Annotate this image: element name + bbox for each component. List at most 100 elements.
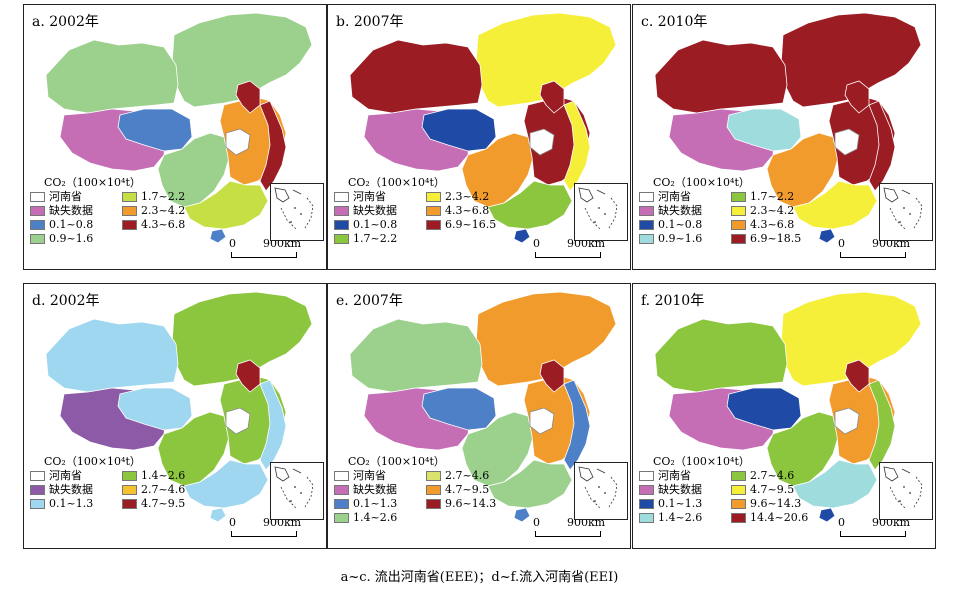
scale-line	[840, 252, 906, 258]
legend-swatch	[639, 206, 654, 216]
region-north	[475, 291, 617, 387]
region-south	[487, 180, 573, 230]
legend-item: 缺失数据	[639, 205, 727, 217]
legend: CO₂（100×10⁴t） 河南省 2.7~4.6 缺失数据 4.7~9.5 0.1~1.…	[334, 456, 516, 524]
legend-item: 4.3~6.8	[122, 219, 212, 231]
region-coast	[563, 100, 591, 192]
legend-item: 4.7~9.5	[731, 484, 821, 496]
legend-item: 河南省	[334, 470, 422, 482]
legend-swatch	[122, 471, 137, 481]
legend-item: 缺失数据	[334, 484, 422, 496]
region-south	[487, 459, 573, 509]
legend-item: 缺失数据	[639, 484, 727, 496]
legend-label: 4.3~6.8	[750, 218, 795, 231]
region-hainan	[209, 228, 227, 244]
legend-label: 9.6~14.3	[750, 497, 802, 510]
legend-label: 河南省	[658, 190, 691, 203]
legend-item: 14.4~20.6	[731, 512, 821, 524]
legend-label: 0.1~0.8	[49, 218, 94, 231]
legend-label: 2.3~4.2	[141, 204, 186, 217]
legend-item: 6.9~16.5	[426, 219, 516, 231]
legend-label: 1.7~2.2	[353, 232, 398, 245]
map-panel-4: d. 2002年 CO₂（100×10⁴t） 河南省 1.4~2.6 缺失数据 2.7~4…	[23, 283, 327, 549]
legend-item: 9.6~14.3	[426, 498, 516, 510]
legend-item: 6.9~18.5	[731, 233, 821, 245]
legend: CO₂（100×10⁴t） 河南省 2.3~4.2 缺失数据 4.3~6.8 0.1~0.…	[334, 177, 516, 245]
legend-item: 4.7~9.5	[426, 484, 516, 496]
region-west	[654, 318, 788, 393]
scale-line	[840, 531, 906, 537]
legend-swatch	[731, 206, 746, 216]
south-china-sea-inset	[879, 183, 933, 241]
legend-item: 0.1~1.3	[334, 498, 422, 510]
region-henan	[834, 407, 860, 435]
region-west	[654, 39, 788, 114]
panel-title: e. 2007年	[336, 293, 403, 309]
legend-swatch	[731, 485, 746, 495]
legend-swatch	[639, 220, 654, 230]
legend-label: 1.7~2.2	[750, 190, 795, 203]
legend-item: 1.7~2.2	[334, 233, 422, 245]
legend-label: 0.1~0.8	[353, 218, 398, 231]
legend-item: 4.3~6.8	[731, 219, 821, 231]
legend-swatch	[334, 220, 349, 230]
legend-label: 4.3~6.8	[141, 218, 186, 231]
legend-swatch	[731, 220, 746, 230]
legend-label: 河南省	[353, 190, 386, 203]
legend-title: CO₂（100×10⁴t）	[44, 455, 141, 468]
legend-item: 1.4~2.6	[639, 512, 727, 524]
legend-label: 0.1~1.3	[49, 497, 94, 510]
legend-item: 1.4~2.6	[334, 512, 422, 524]
legend-label: 河南省	[49, 469, 82, 482]
legend-label: 1.4~2.6	[141, 469, 186, 482]
legend-swatch	[639, 513, 654, 523]
legend-item: 0.1~1.3	[639, 498, 727, 510]
legend-item: 0.1~0.8	[334, 219, 422, 231]
region-coast	[868, 379, 896, 471]
legend-title: CO₂（100×10⁴t）	[653, 176, 750, 189]
region-beijing	[844, 80, 870, 114]
inset-map	[883, 466, 923, 510]
legend-label: 4.7~9.5	[750, 483, 795, 496]
legend-swatch	[731, 513, 746, 523]
south-china-sea-inset	[574, 462, 628, 520]
south-china-sea-inset	[270, 183, 324, 241]
region-beijing	[844, 359, 870, 393]
legend-label: 4.3~6.8	[445, 204, 490, 217]
legend-swatch	[731, 192, 746, 202]
legend-label: 缺失数据	[353, 204, 397, 217]
legend-swatch	[30, 499, 45, 509]
legend-title: CO₂（100×10⁴t）	[348, 176, 445, 189]
region-hainan	[209, 507, 227, 523]
region-west	[45, 318, 179, 393]
region-hainan	[513, 228, 531, 244]
legend-label: 1.7~2.2	[141, 190, 186, 203]
legend-swatch	[731, 499, 746, 509]
map-panel-2: b. 2007年 CO₂（100×10⁴t） 河南省 2.3~4.2 缺失数据 4.3~6…	[327, 4, 631, 270]
map-panel-1: a. 2002年 CO₂（100×10⁴t） 河南省 1.7~2.2 缺失数据 2.3~4…	[23, 4, 327, 270]
china-map	[349, 291, 617, 523]
legend-swatch	[639, 499, 654, 509]
legend-title: CO₂（100×10⁴t）	[44, 176, 141, 189]
legend-label: 0.9~1.6	[49, 232, 94, 245]
legend-swatch	[639, 192, 654, 202]
region-center	[766, 132, 840, 208]
region-coast	[868, 100, 896, 192]
legend-item: 河南省	[30, 191, 118, 203]
legend-item: 缺失数据	[30, 484, 118, 496]
legend-item: 河南省	[639, 191, 727, 203]
legend-swatch	[426, 471, 441, 481]
inset-map	[274, 187, 314, 231]
legend-label: 0.1~0.8	[658, 218, 703, 231]
region-henan	[529, 128, 555, 156]
legend: CO₂（100×10⁴t） 河南省 1.7~2.2 缺失数据 2.3~4.2 0.1~0.…	[639, 177, 821, 245]
region-henan	[834, 128, 860, 156]
legend-swatch	[334, 485, 349, 495]
legend-label: 1.4~2.6	[658, 511, 703, 524]
legend-item: 河南省	[30, 470, 118, 482]
legend-item: 0.9~1.6	[639, 233, 727, 245]
legend-label: 2.7~4.6	[750, 469, 795, 482]
region-south	[183, 180, 269, 230]
legend-swatch	[334, 192, 349, 202]
legend-swatch	[731, 471, 746, 481]
